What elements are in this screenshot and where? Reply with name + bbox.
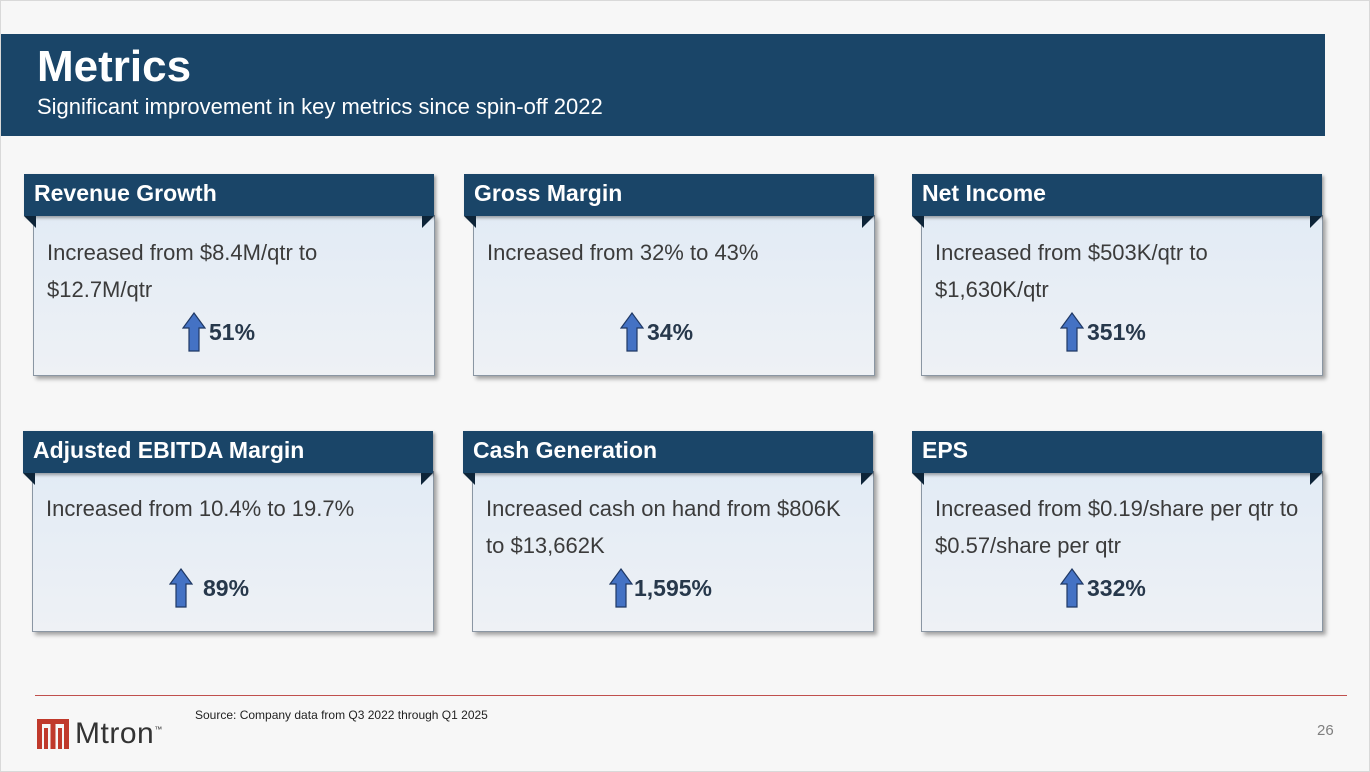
- metric-tab-adjusted-ebitda-margin: Adjusted EBITDA Margin: [23, 431, 433, 485]
- metric-change: 34%: [620, 312, 693, 352]
- metric-card-cash-generation: Increased cash on hand from $806K to $13…: [472, 471, 874, 632]
- metric-tab-revenue-growth: Revenue Growth: [24, 174, 434, 228]
- arrow-up-icon: [169, 568, 193, 608]
- metric-change-value: 351%: [1087, 318, 1146, 345]
- tab-fold: [464, 216, 476, 228]
- metric-change-value: 332%: [1087, 574, 1146, 601]
- tab-fold: [24, 216, 36, 228]
- metric-change: 51%: [182, 312, 255, 352]
- tab-fold: [463, 473, 475, 485]
- tab-fold: [862, 216, 874, 228]
- metric-card-revenue-growth: Increased from $8.4M/qtr to $12.7M/qtr 5…: [33, 215, 435, 376]
- arrow-up-icon: [182, 312, 206, 352]
- page-number: 26: [1317, 722, 1334, 739]
- company-logo: Mtron ™: [37, 717, 162, 751]
- tab-fold: [23, 473, 35, 485]
- metric-tab-cash-generation: Cash Generation: [463, 431, 873, 485]
- metric-change: 1,595%: [609, 568, 712, 608]
- source-note: Source: Company data from Q3 2022 throug…: [195, 708, 488, 722]
- tab-fold: [861, 473, 873, 485]
- metric-change: 332%: [1060, 568, 1146, 608]
- metric-change-value: 51%: [209, 318, 256, 345]
- arrow-up-icon: [1060, 312, 1084, 352]
- metric-change: 89%: [169, 568, 249, 608]
- metric-description: Increased from $0.19/share per qtr to $0…: [935, 496, 1299, 558]
- metric-title: Adjusted EBITDA Margin: [33, 437, 305, 463]
- arrow-up-icon: [1060, 568, 1084, 608]
- metric-title: Gross Margin: [474, 180, 623, 206]
- trademark-symbol: ™: [154, 725, 163, 734]
- tab-fold: [1310, 473, 1322, 485]
- tab-fold: [422, 216, 434, 228]
- metric-card-eps: Increased from $0.19/share per qtr to $0…: [921, 471, 1323, 632]
- arrow-up-icon: [620, 312, 644, 352]
- tab-fold: [1310, 216, 1322, 228]
- metric-change: 351%: [1060, 312, 1146, 352]
- footer-divider: [35, 695, 1347, 696]
- metric-change-value: 1,595%: [634, 574, 713, 601]
- metric-tab-net-income: Net Income: [912, 174, 1322, 228]
- mtron-logo-icon: [37, 719, 69, 749]
- metric-title: Cash Generation: [473, 437, 658, 463]
- metric-tab-eps: EPS: [912, 431, 1322, 485]
- metric-description: Increased cash on hand from $806K to $13…: [486, 496, 841, 558]
- metric-card-adjusted-ebitda-margin: Increased from 10.4% to 19.7% 89%: [32, 471, 434, 632]
- metric-card-gross-margin: Increased from 32% to 43% 34%: [473, 215, 875, 376]
- metric-title: Net Income: [922, 180, 1046, 206]
- metric-title: Revenue Growth: [34, 180, 217, 206]
- metric-description: Increased from 10.4% to 19.7%: [46, 496, 355, 521]
- tab-fold: [912, 216, 924, 228]
- tab-fold: [912, 473, 924, 485]
- page-title: Metrics: [37, 42, 192, 91]
- metric-description: Increased from $8.4M/qtr to $12.7M/qtr: [47, 240, 318, 302]
- tab-fold: [421, 473, 433, 485]
- metric-description: Increased from $503K/qtr to $1,630K/qtr: [935, 240, 1208, 302]
- arrow-up-icon: [609, 568, 633, 608]
- header-banner: Metrics Significant improvement in key m…: [1, 34, 1325, 136]
- metric-description: Increased from 32% to 43%: [487, 240, 759, 265]
- metric-change-value: 34%: [647, 318, 694, 345]
- metric-change-value: 89%: [203, 574, 250, 601]
- metric-tab-gross-margin: Gross Margin: [464, 174, 874, 228]
- metric-title: EPS: [922, 437, 969, 463]
- page-subtitle: Significant improvement in key metrics s…: [37, 94, 603, 119]
- logo-wordmark: Mtron: [75, 717, 155, 750]
- metric-card-net-income: Increased from $503K/qtr to $1,630K/qtr …: [921, 215, 1323, 376]
